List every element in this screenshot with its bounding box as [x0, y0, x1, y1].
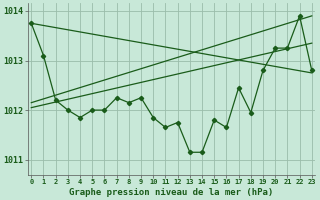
X-axis label: Graphe pression niveau de la mer (hPa): Graphe pression niveau de la mer (hPa)	[69, 188, 274, 197]
